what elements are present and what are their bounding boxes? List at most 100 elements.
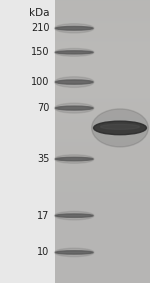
Bar: [55, 161, 150, 163]
Bar: [55, 68, 150, 69]
Bar: [55, 246, 150, 248]
Bar: [55, 150, 150, 151]
Bar: [55, 269, 150, 270]
Bar: [55, 233, 150, 235]
Bar: [55, 248, 150, 249]
Ellipse shape: [55, 155, 94, 163]
Bar: [55, 142, 150, 143]
Bar: [55, 168, 150, 170]
Bar: [55, 88, 150, 89]
Bar: [55, 242, 150, 243]
Bar: [55, 115, 150, 116]
Text: 35: 35: [37, 154, 50, 164]
Bar: [55, 146, 150, 147]
Bar: [55, 127, 150, 129]
Bar: [55, 212, 150, 214]
Bar: [55, 7, 150, 8]
Bar: [55, 86, 150, 88]
Bar: [55, 0, 150, 1]
Bar: [55, 54, 150, 55]
Bar: [55, 276, 150, 277]
Bar: [55, 92, 150, 93]
Bar: [55, 156, 150, 157]
Bar: [55, 31, 150, 33]
Bar: [55, 158, 150, 160]
Bar: [55, 209, 150, 211]
Bar: [55, 109, 150, 110]
Bar: [55, 136, 150, 137]
Bar: [55, 225, 150, 226]
Bar: [55, 82, 150, 83]
Bar: [55, 89, 150, 91]
Bar: [55, 81, 150, 82]
Bar: [55, 34, 150, 35]
Bar: [55, 181, 150, 183]
Bar: [55, 211, 150, 212]
Bar: [55, 180, 150, 181]
Bar: [55, 252, 150, 253]
Bar: [55, 78, 150, 79]
Bar: [55, 38, 150, 40]
Bar: [55, 224, 150, 225]
Text: 17: 17: [37, 211, 50, 221]
Bar: [55, 120, 150, 122]
Bar: [55, 241, 150, 242]
Bar: [55, 57, 150, 58]
Bar: [55, 37, 150, 38]
Ellipse shape: [56, 214, 93, 217]
Bar: [55, 117, 150, 119]
Bar: [55, 85, 150, 86]
Bar: [55, 201, 150, 202]
Bar: [55, 250, 150, 252]
Bar: [55, 74, 150, 75]
Bar: [55, 170, 150, 171]
Bar: [55, 71, 150, 72]
Bar: [55, 137, 150, 139]
Bar: [55, 123, 150, 125]
Bar: [55, 1, 150, 3]
Bar: [55, 266, 150, 267]
Bar: [55, 263, 150, 265]
Bar: [55, 112, 150, 113]
Bar: [55, 192, 150, 194]
Bar: [55, 65, 150, 67]
Bar: [55, 25, 150, 27]
Bar: [55, 236, 150, 238]
Bar: [55, 139, 150, 140]
Bar: [55, 30, 150, 31]
Bar: [55, 205, 150, 207]
Text: 70: 70: [37, 103, 50, 113]
Bar: [55, 258, 150, 259]
Bar: [55, 207, 150, 208]
Bar: [55, 100, 150, 102]
Bar: [55, 260, 150, 262]
Bar: [55, 194, 150, 195]
Bar: [55, 262, 150, 263]
Bar: [55, 280, 150, 282]
Bar: [55, 134, 150, 136]
Bar: [55, 275, 150, 276]
Bar: [55, 119, 150, 120]
Bar: [55, 222, 150, 224]
Bar: [55, 154, 150, 156]
Bar: [55, 164, 150, 166]
Bar: [55, 270, 150, 272]
Bar: [55, 232, 150, 233]
Bar: [55, 226, 150, 228]
Bar: [55, 93, 150, 95]
Bar: [55, 42, 150, 44]
Bar: [55, 102, 150, 103]
Bar: [55, 174, 150, 175]
Bar: [55, 183, 150, 184]
Bar: [55, 52, 150, 54]
Bar: [55, 8, 150, 10]
Ellipse shape: [56, 51, 93, 54]
Ellipse shape: [100, 124, 140, 129]
Bar: [55, 238, 150, 239]
Bar: [55, 10, 150, 11]
Bar: [55, 105, 150, 106]
Bar: [55, 64, 150, 65]
Bar: [55, 75, 150, 76]
Ellipse shape: [55, 77, 94, 87]
Bar: [55, 185, 150, 187]
